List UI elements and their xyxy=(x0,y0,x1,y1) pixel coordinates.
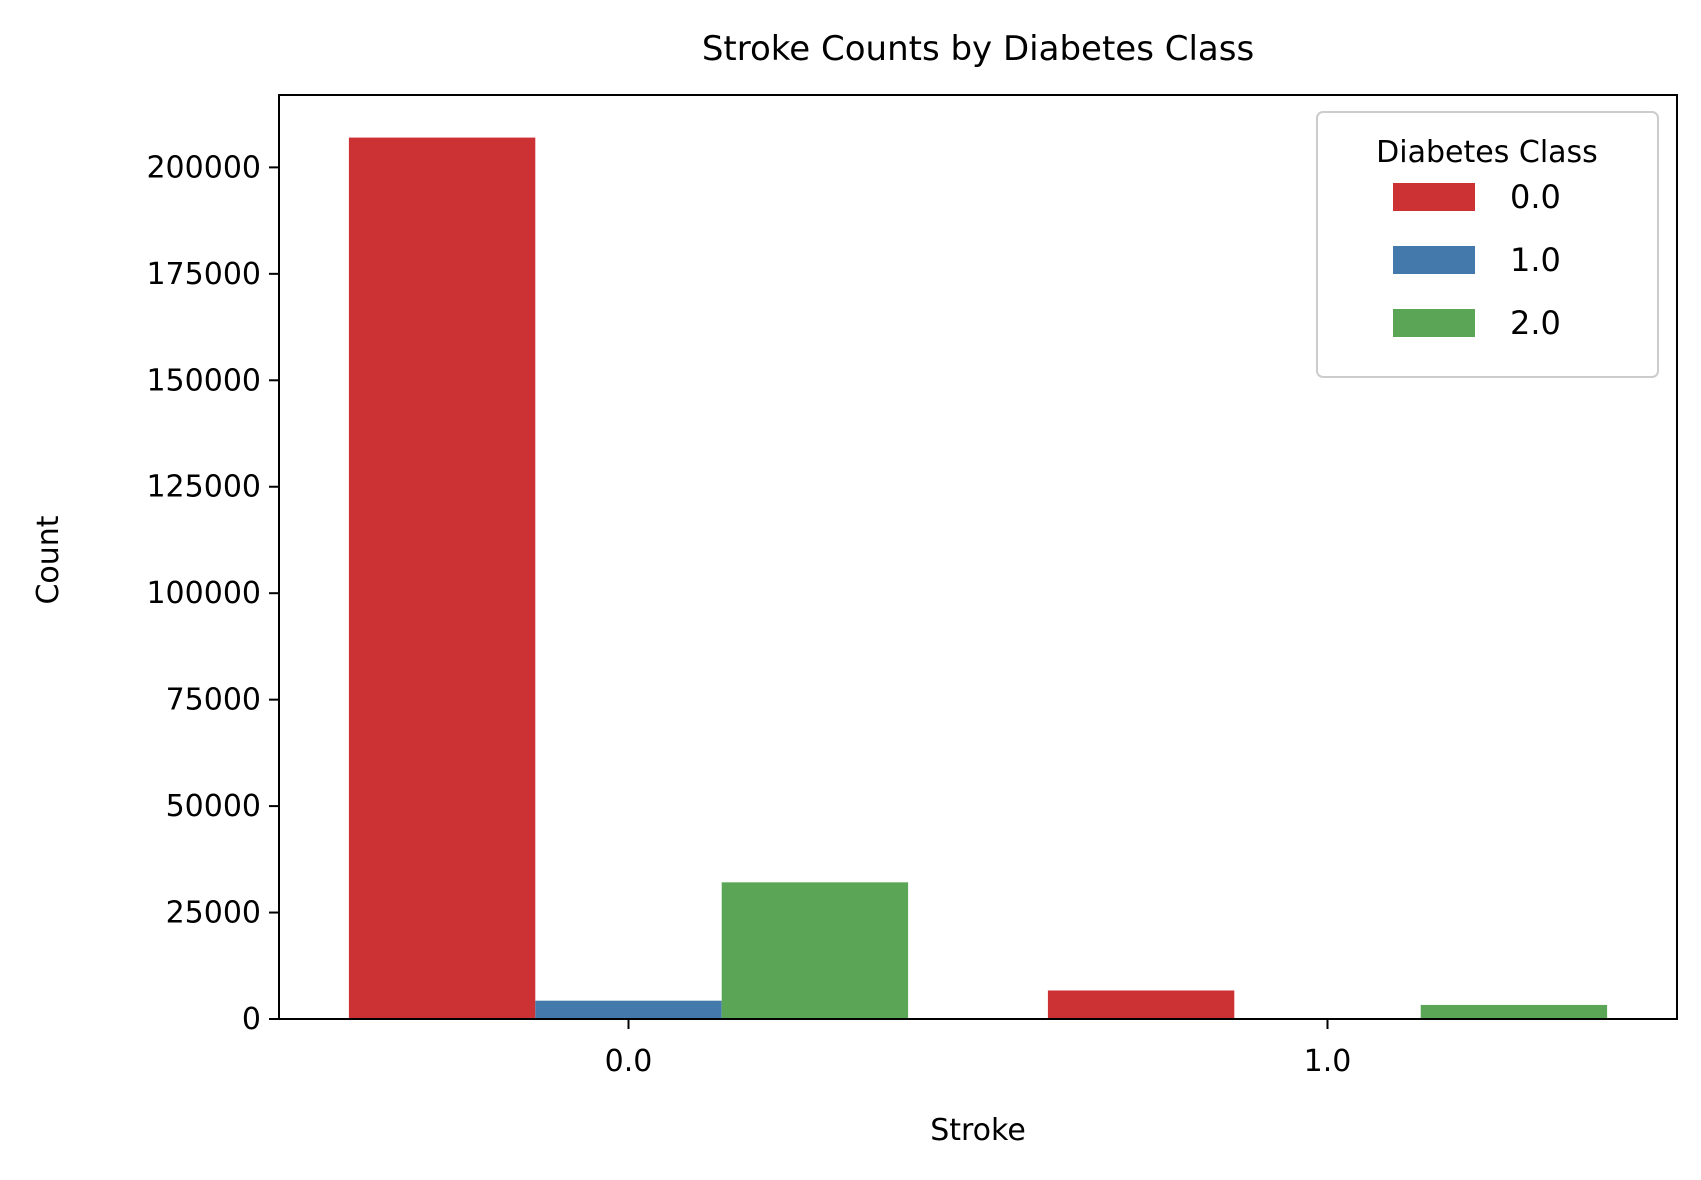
x-tick-label: 1.0 xyxy=(1304,1044,1352,1079)
x-axis-label: Stroke xyxy=(930,1113,1026,1148)
bar-stroke-1.0-diabetes-0.0 xyxy=(1048,990,1234,1019)
x-tick-label: 0.0 xyxy=(605,1044,653,1079)
legend: Diabetes Class 0.0 1.0 2.0 xyxy=(1317,112,1658,377)
legend-swatch xyxy=(1393,246,1475,274)
legend-swatch xyxy=(1393,309,1475,337)
bar-stroke-0.0-diabetes-0.0 xyxy=(349,138,535,1019)
legend-swatch xyxy=(1393,183,1475,211)
y-axis: 0 25000 50000 75000 100000 125000 150000 175000… xyxy=(146,150,279,1037)
y-tick-label: 175000 xyxy=(146,257,261,292)
y-tick-label: 200000 xyxy=(146,150,261,185)
x-axis: 0.0 1.0 xyxy=(605,1019,1352,1079)
legend-title: Diabetes Class xyxy=(1376,135,1598,170)
y-tick-label: 25000 xyxy=(166,896,261,931)
bar-stroke-0.0-diabetes-1.0 xyxy=(535,1001,721,1019)
y-tick-label: 125000 xyxy=(146,470,261,505)
y-tick-label: 100000 xyxy=(146,576,261,611)
y-tick-label: 150000 xyxy=(146,363,261,398)
bar-stroke-1.0-diabetes-2.0 xyxy=(1421,1005,1607,1019)
chart-title: Stroke Counts by Diabetes Class xyxy=(702,29,1254,69)
y-axis-label: Count xyxy=(31,515,66,604)
legend-label: 1.0 xyxy=(1510,241,1561,279)
legend-label: 0.0 xyxy=(1510,178,1561,216)
bar-stroke-0.0-diabetes-2.0 xyxy=(722,882,908,1019)
y-tick-label: 0 xyxy=(242,1002,261,1037)
y-tick-label: 50000 xyxy=(166,789,261,824)
legend-label: 2.0 xyxy=(1510,304,1561,342)
y-tick-label: 75000 xyxy=(166,683,261,718)
